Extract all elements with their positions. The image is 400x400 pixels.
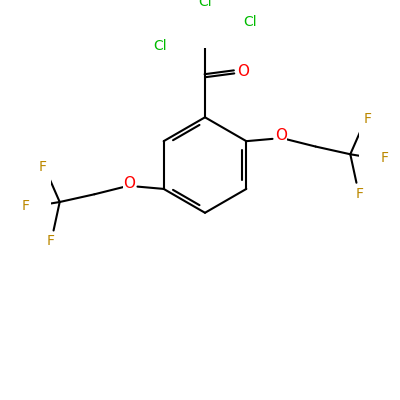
- Text: Cl: Cl: [198, 0, 212, 9]
- Text: O: O: [238, 64, 250, 79]
- Text: O: O: [275, 128, 287, 143]
- Text: F: F: [380, 151, 388, 165]
- Text: F: F: [22, 199, 30, 213]
- Text: O: O: [123, 176, 135, 191]
- Text: Cl: Cl: [154, 40, 167, 54]
- Text: Cl: Cl: [243, 15, 256, 29]
- Text: F: F: [46, 234, 54, 248]
- Text: F: F: [356, 186, 364, 200]
- Text: F: F: [363, 112, 371, 126]
- Text: F: F: [39, 160, 47, 174]
